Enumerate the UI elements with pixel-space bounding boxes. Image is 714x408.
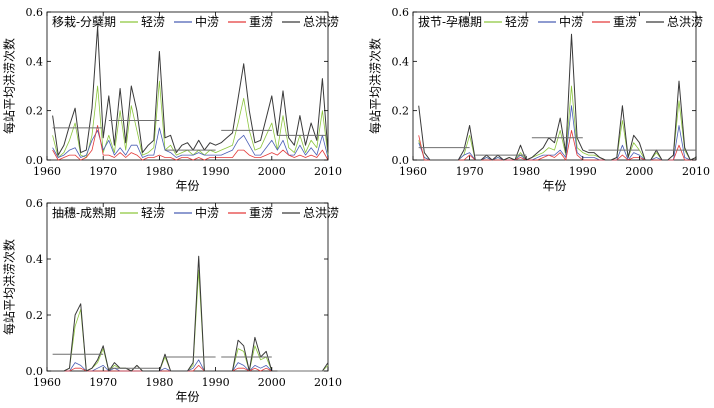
series-line-4 bbox=[52, 26, 329, 156]
x-tick-label: 2010 bbox=[314, 165, 342, 178]
y-tick-label: 0.6 bbox=[26, 197, 44, 210]
legend-label: 总洪涝 bbox=[303, 206, 339, 220]
legend-label: 重涝 bbox=[613, 15, 637, 29]
series-line-3 bbox=[52, 125, 329, 161]
x-tick-label: 2010 bbox=[314, 376, 342, 389]
legend-label: 重涝 bbox=[249, 206, 273, 220]
x-tick-label: 1970 bbox=[89, 376, 117, 389]
y-tick-label: 0.2 bbox=[26, 105, 44, 118]
y-tick-label: 0.0 bbox=[392, 154, 410, 167]
x-tick-label: 1970 bbox=[456, 165, 484, 178]
x-tick-label: 1980 bbox=[512, 165, 540, 178]
series-line-2 bbox=[418, 105, 696, 161]
chart-panel-2: 1960 1970 1980 1990 2000 2010 0.0 0.2 0.4 0.6 拔节-孕… bbox=[368, 6, 711, 193]
y-tick-label: 0.4 bbox=[392, 55, 410, 68]
chart-panel-3: 1960 1970 1980 1990 2000 2010 0.0 0.2 0.4 0.6 抽穗-成… bbox=[2, 197, 343, 404]
x-axis-title: 年份 bbox=[175, 179, 199, 193]
y-tick-label: 0.0 bbox=[26, 154, 44, 167]
series-line-1 bbox=[52, 80, 329, 158]
legend-label: 轻涝 bbox=[141, 206, 165, 220]
legend-label: 中涝 bbox=[195, 14, 219, 29]
y-axis-title: 每站平均洪涝次数 bbox=[2, 239, 17, 335]
x-tick-label: 1960 bbox=[399, 165, 427, 178]
chart-panel-1: 1960 1970 1980 1990 2000 2010 0.0 0.2 0.4 0.6 移栽-分… bbox=[2, 6, 343, 193]
plot-frame bbox=[412, 11, 697, 161]
y-tick-label: 0.2 bbox=[392, 105, 410, 118]
panel-title: 移栽-分蘖期 bbox=[52, 14, 116, 29]
legend: 轻涝 中涝 重涝 总洪涝 bbox=[120, 205, 339, 220]
y-tick-label: 0.2 bbox=[26, 309, 44, 322]
y-axis-title: 每站平均洪涝次数 bbox=[2, 38, 17, 134]
legend: 轻涝 中涝 重涝 总洪涝 bbox=[484, 14, 703, 29]
y-axis-title: 每站平均洪涝次数 bbox=[368, 38, 383, 134]
panel-title: 拔节-孕穗期 bbox=[418, 14, 482, 29]
y-tick-label: 0.4 bbox=[26, 55, 44, 68]
legend-label: 总洪涝 bbox=[303, 15, 339, 29]
x-tick-label: 1990 bbox=[202, 165, 230, 178]
legend-label: 中涝 bbox=[195, 205, 219, 220]
x-tick-label: 2000 bbox=[258, 165, 286, 178]
y-tick-label: 0.6 bbox=[392, 6, 410, 19]
x-tick-label: 1980 bbox=[145, 376, 173, 389]
x-axis-title: 年份 bbox=[542, 179, 566, 193]
x-tick-label: 1980 bbox=[145, 165, 173, 178]
panel-title: 抽穗-成熟期 bbox=[52, 205, 116, 220]
x-axis-title: 年份 bbox=[175, 390, 199, 404]
x-tick-label: 1960 bbox=[33, 165, 61, 178]
legend-label: 中涝 bbox=[559, 14, 583, 29]
legend: 轻涝 中涝 重涝 总洪涝 bbox=[120, 14, 339, 29]
x-tick-label: 2010 bbox=[682, 165, 710, 178]
plot-frame bbox=[46, 11, 329, 161]
plot-frame bbox=[46, 202, 329, 372]
x-tick-label: 1990 bbox=[202, 376, 230, 389]
y-tick-label: 0.6 bbox=[26, 6, 44, 19]
legend-label: 轻涝 bbox=[505, 15, 529, 29]
legend-label: 总洪涝 bbox=[667, 15, 703, 29]
series-line-1 bbox=[52, 269, 329, 372]
x-tick-label: 2000 bbox=[258, 376, 286, 389]
series-line-1 bbox=[418, 85, 697, 161]
series-line-4 bbox=[418, 33, 697, 161]
y-tick-label: 0.4 bbox=[26, 253, 44, 266]
x-tick-label: 1960 bbox=[33, 376, 61, 389]
x-tick-label: 1970 bbox=[89, 165, 117, 178]
x-tick-label: 2000 bbox=[625, 165, 653, 178]
series-line-2 bbox=[52, 127, 329, 158]
legend-label: 轻涝 bbox=[141, 15, 165, 29]
legend-label: 重涝 bbox=[249, 15, 273, 29]
x-tick-label: 1990 bbox=[569, 165, 597, 178]
y-tick-label: 0.0 bbox=[26, 365, 44, 378]
